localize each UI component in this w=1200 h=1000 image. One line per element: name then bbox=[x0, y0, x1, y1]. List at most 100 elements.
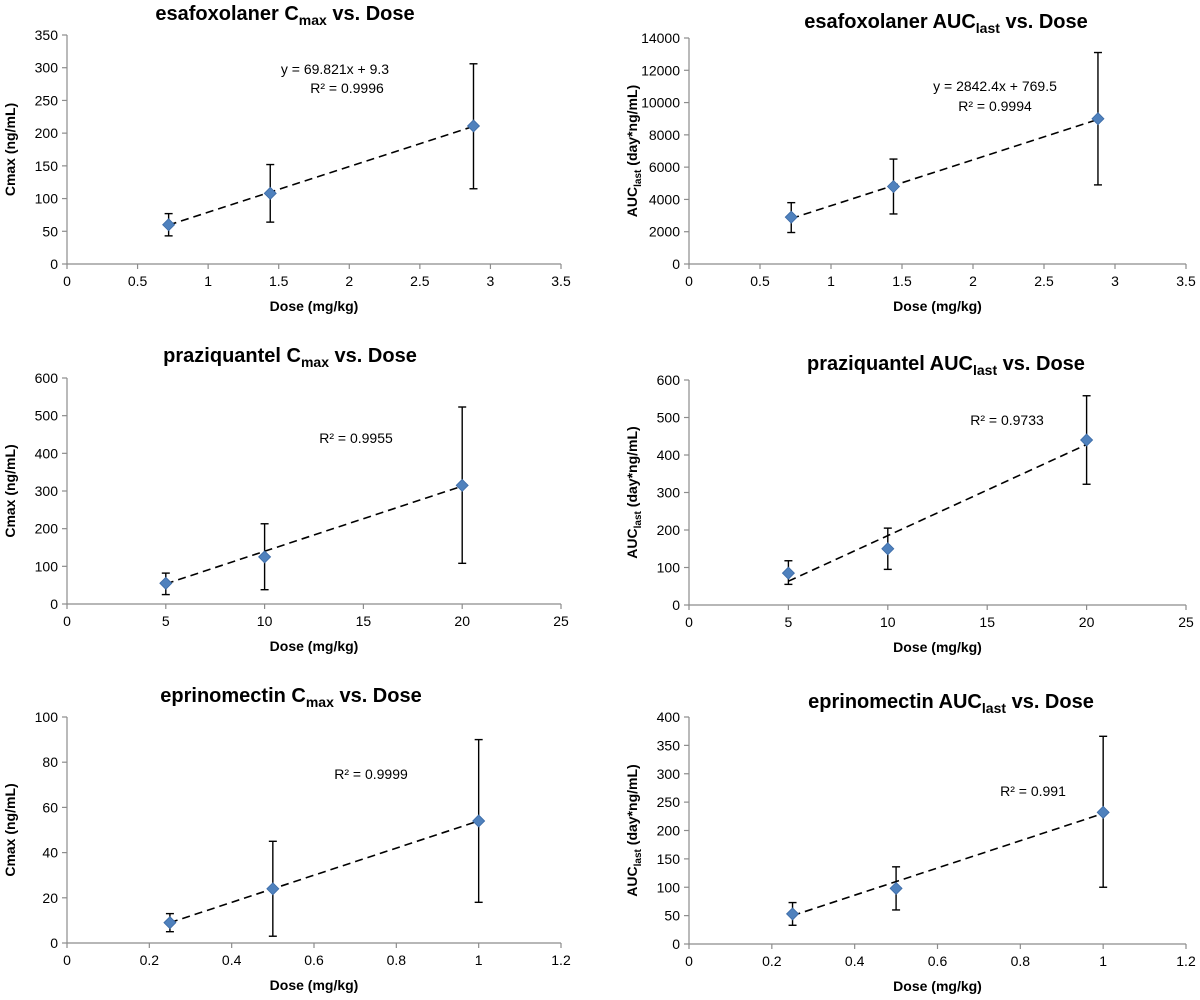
trend-annotation: R² = 0.9996 bbox=[310, 80, 384, 96]
data-point bbox=[472, 814, 486, 828]
y-tick-label: 300 bbox=[657, 485, 681, 501]
y-tick-label: 250 bbox=[657, 794, 681, 810]
data-point bbox=[163, 916, 177, 930]
x-tick-label: 0.5 bbox=[128, 273, 148, 289]
x-axis-label: Dose (mg/kg) bbox=[893, 639, 982, 655]
y-tick-label: 100 bbox=[35, 558, 59, 574]
chart-title: eprinomectin Cmax vs. Dose bbox=[160, 685, 421, 710]
data-point bbox=[455, 478, 469, 492]
chart-4: praziquantel AUClast vs. Dose01002003004… bbox=[624, 353, 1194, 655]
y-tick-label: 200 bbox=[35, 125, 59, 141]
x-tick-label: 0 bbox=[63, 273, 71, 289]
trendline bbox=[168, 125, 474, 226]
y-tick-label: 100 bbox=[35, 191, 59, 207]
y-tick-label: 60 bbox=[42, 799, 58, 815]
x-tick-label: 0.2 bbox=[762, 953, 782, 969]
x-tick-label: 3 bbox=[487, 273, 495, 289]
trend-annotation: R² = 0.991 bbox=[1000, 783, 1066, 799]
y-tick-label: 400 bbox=[657, 447, 681, 463]
y-tick-label: 300 bbox=[35, 483, 59, 499]
chart-title: eprinomectin AUClast vs. Dose bbox=[808, 691, 1094, 716]
data-point bbox=[159, 576, 173, 590]
y-tick-label: 600 bbox=[35, 370, 59, 386]
x-tick-label: 5 bbox=[785, 614, 793, 630]
x-tick-label: 0 bbox=[685, 273, 693, 289]
x-axis-label: Dose (mg/kg) bbox=[270, 638, 359, 654]
trendline bbox=[165, 485, 463, 585]
y-tick-label: 0 bbox=[50, 935, 58, 951]
chart-2: esafoxolaner AUClast vs. Dose 0 2000 4000 60… bbox=[624, 11, 1196, 314]
x-tick-label: 0 bbox=[685, 953, 693, 969]
y-tick-label: 0 bbox=[50, 596, 58, 612]
y-axis-label: Cmax (ng/mL) bbox=[2, 103, 18, 196]
x-tick-label: 25 bbox=[553, 613, 569, 629]
y-axis-label: Cmax (ng/mL) bbox=[2, 444, 18, 537]
y-tick-label: 500 bbox=[35, 408, 59, 424]
trend-annotation: R² = 0.9733 bbox=[970, 412, 1044, 428]
y-tick-label: 50 bbox=[664, 908, 680, 924]
y-tick-label: 0 bbox=[50, 256, 58, 272]
x-tick-label: 1 bbox=[204, 273, 212, 289]
x-tick-label: 20 bbox=[1079, 614, 1095, 630]
y-tick-label: 400 bbox=[657, 709, 681, 725]
trend-annotation: R² = 0.9999 bbox=[334, 766, 408, 782]
x-axis-label: Dose (mg/kg) bbox=[270, 977, 359, 993]
x-tick-label: 0.4 bbox=[222, 952, 242, 968]
data-point bbox=[1096, 805, 1110, 819]
y-tick-label: 6000 bbox=[649, 159, 680, 175]
data-point bbox=[881, 542, 895, 556]
x-tick-label: 20 bbox=[454, 613, 470, 629]
y-tick-label: 350 bbox=[657, 737, 681, 753]
data-point bbox=[266, 882, 280, 896]
data-point bbox=[785, 907, 800, 921]
y-tick-label: 150 bbox=[657, 851, 681, 867]
y-tick-label: 400 bbox=[35, 445, 59, 461]
x-axis-label: Dose (mg/kg) bbox=[893, 298, 982, 314]
y-tick-label: 2000 bbox=[649, 224, 680, 240]
chart-1: esafoxolaner Cmax vs. Dose 0 50 100 150 200 25… bbox=[2, 3, 571, 314]
data-point bbox=[162, 218, 176, 232]
chart-5: eprinomectin Cmax vs. Dose 0 20 40 60 80 100 0 0… bbox=[2, 685, 571, 993]
chart-title: esafoxolaner AUClast vs. Dose bbox=[804, 11, 1088, 36]
trend-annotation: R² = 0.9994 bbox=[958, 98, 1032, 114]
x-tick-label: 1 bbox=[827, 273, 835, 289]
x-tick-label: 1.2 bbox=[551, 952, 571, 968]
data-point bbox=[263, 186, 277, 200]
x-tick-label: 10 bbox=[880, 614, 896, 630]
data-point bbox=[1080, 433, 1094, 447]
y-axis-label: AUClast (day*ng/mL) bbox=[624, 426, 644, 558]
chart-title: praziquantel AUClast vs. Dose bbox=[807, 353, 1085, 378]
x-tick-label: 15 bbox=[979, 614, 995, 630]
x-tick-label: 1 bbox=[1099, 953, 1107, 969]
y-tick-label: 80 bbox=[42, 754, 58, 770]
data-point bbox=[466, 119, 481, 133]
trend-annotation: y = 2842.4x + 769.5 bbox=[933, 78, 1057, 94]
y-tick-label: 8000 bbox=[649, 127, 680, 143]
y-axis-label: AUClast (day*ng/mL) bbox=[624, 764, 644, 896]
y-axis-label: AUClast (day*ng/mL) bbox=[624, 85, 644, 217]
x-tick-label: 5 bbox=[162, 613, 170, 629]
data-point bbox=[258, 550, 272, 564]
x-tick-label: 3 bbox=[1111, 273, 1119, 289]
x-tick-label: 0 bbox=[685, 614, 693, 630]
trend-annotation: y = 69.821x + 9.3 bbox=[281, 61, 389, 77]
x-tick-label: 2 bbox=[969, 273, 977, 289]
x-tick-label: 1.2 bbox=[1176, 953, 1196, 969]
x-tick-label: 1 bbox=[475, 952, 483, 968]
x-tick-label: 0.6 bbox=[304, 952, 324, 968]
x-tick-label: 0 bbox=[63, 613, 71, 629]
y-tick-label: 250 bbox=[35, 92, 59, 108]
x-tick-label: 25 bbox=[1178, 614, 1194, 630]
y-tick-label: 100 bbox=[35, 709, 59, 725]
trendline bbox=[792, 812, 1104, 917]
chart-title: esafoxolaner Cmax vs. Dose bbox=[155, 3, 414, 28]
y-tick-label: 300 bbox=[657, 766, 681, 782]
y-tick-label: 300 bbox=[35, 60, 59, 76]
y-tick-label: 40 bbox=[42, 845, 58, 861]
y-tick-label: 200 bbox=[657, 522, 681, 538]
data-point bbox=[1091, 112, 1105, 126]
chart-6: eprinomectin AUClast vs. Dose 0 50 100 150 20… bbox=[624, 691, 1196, 994]
x-tick-label: 3.5 bbox=[551, 273, 571, 289]
x-axis-label: Dose (mg/kg) bbox=[893, 978, 982, 994]
